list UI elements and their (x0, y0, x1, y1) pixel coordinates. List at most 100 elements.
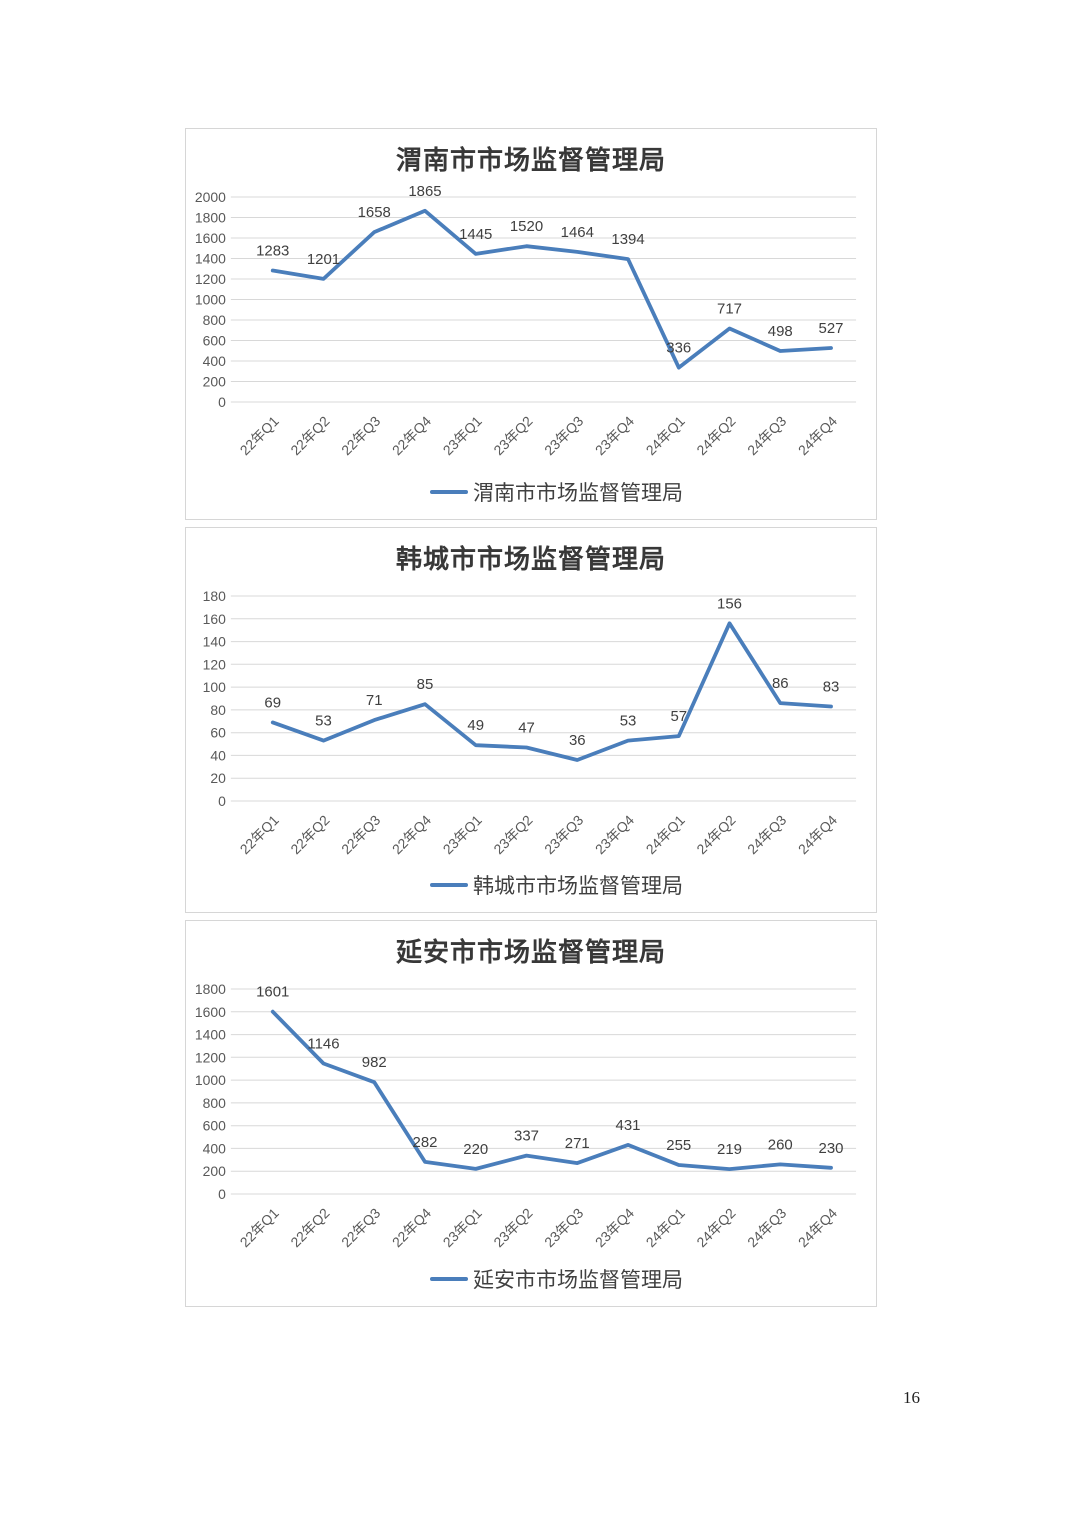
data-point-label: 1146 (307, 1035, 339, 1052)
x-axis-category-label: 23年Q4 (592, 413, 637, 459)
data-point-label: 260 (768, 1136, 793, 1153)
y-axis-tick-label: 1000 (195, 1072, 226, 1088)
data-point-label: 1865 (408, 183, 441, 200)
x-axis-category-label: 24年Q3 (744, 812, 789, 858)
x-axis-category-label: 22年Q1 (237, 413, 282, 459)
data-point-label: 1394 (611, 231, 644, 248)
legend-label: 韩城市市场监督管理局 (473, 875, 683, 898)
y-axis-tick-label: 40 (210, 747, 226, 763)
x-axis-category-label: 24年Q2 (693, 413, 738, 459)
data-point-label: 1445 (459, 226, 492, 243)
data-point-label: 337 (514, 1128, 539, 1145)
y-axis-tick-label: 600 (203, 332, 227, 348)
data-point-label: 85 (417, 676, 434, 693)
chart-box-weinan: 渭南市市场监督管理局 0 200 400 600 800 1000 1200 1400 1600… (185, 128, 877, 520)
x-axis-category-label: 22年Q2 (287, 1205, 332, 1251)
data-point-label: 1601 (256, 984, 289, 1001)
chart-title: 渭南市市场监督管理局 (395, 145, 666, 175)
y-axis-tick-label: 1600 (195, 230, 226, 246)
data-point-label: 230 (819, 1140, 844, 1157)
y-axis-tick-label: 1400 (195, 1027, 226, 1043)
legend-label: 渭南市市场监督管理局 (473, 482, 683, 505)
x-axis-category-label: 22年Q4 (389, 413, 434, 459)
chart-title: 韩城市市场监督管理局 (395, 544, 666, 574)
y-axis-tick-label: 200 (203, 373, 227, 389)
data-point-label: 982 (362, 1054, 387, 1071)
y-axis-tick-label: 20 (210, 770, 226, 786)
data-point-label: 86 (772, 675, 789, 692)
y-axis-tick-label: 1600 (195, 1004, 226, 1020)
x-axis-category-label: 24年Q2 (693, 812, 738, 858)
data-point-label: 49 (467, 717, 484, 734)
series-line (270, 208, 833, 370)
y-axis-tick-label: 60 (210, 725, 226, 741)
page-number: 16 (903, 1388, 920, 1407)
y-axis-tick-label: 400 (203, 353, 227, 369)
data-point-label: 53 (315, 713, 332, 730)
y-axis-tick-label: 2000 (195, 189, 226, 205)
legend-line-swatch (430, 490, 468, 494)
y-axis-tick-label: 120 (203, 656, 227, 672)
x-axis-category-label: 23年Q3 (541, 812, 586, 858)
data-point-label: 71 (366, 692, 383, 709)
y-axis-tick-label: 0 (218, 793, 226, 809)
y-axis-tick-label: 200 (203, 1163, 227, 1179)
legend-line-swatch (430, 883, 468, 887)
x-axis-category-label: 23年Q3 (541, 1205, 586, 1251)
y-axis-tick-label: 1000 (195, 291, 226, 307)
data-point-label: 1283 (256, 242, 289, 259)
x-axis-category-label: 22年Q4 (389, 812, 434, 858)
x-axis-category-label: 23年Q4 (592, 812, 637, 858)
legend: 渭南市市场监督管理局 (430, 477, 683, 507)
line-plot: 0 200 400 600 800 1000 1200 1400 1600 1800 2000 128… (195, 183, 857, 459)
data-point-label: 336 (666, 340, 691, 357)
series-line (270, 1009, 833, 1172)
x-axis-category-label: 23年Q2 (490, 812, 535, 858)
y-axis-tick-label: 800 (203, 1095, 227, 1111)
x-axis-category-label: 23年Q1 (440, 413, 485, 459)
legend: 延安市市场监督管理局 (430, 1264, 683, 1294)
x-axis-category-label: 24年Q1 (643, 1205, 688, 1251)
x-axis-category-label: 23年Q2 (490, 413, 535, 459)
y-axis-tick-label: 80 (210, 702, 226, 718)
y-axis-tick-label: 800 (203, 312, 227, 328)
data-point-label: 717 (717, 300, 742, 317)
y-axis-tick-label: 160 (203, 611, 227, 627)
x-axis-category-label: 23年Q1 (440, 812, 485, 858)
y-axis-tick-label: 1200 (195, 271, 226, 287)
x-axis-category-label: 24年Q3 (744, 413, 789, 459)
data-point-label: 1201 (307, 251, 340, 268)
data-point-label: 156 (717, 595, 742, 612)
y-axis-tick-label: 100 (203, 679, 227, 695)
data-point-label: 57 (670, 708, 687, 725)
legend-label: 延安市市场监督管理局 (473, 1269, 683, 1292)
line-plot: 0 20 40 60 80 100 120 140 160 180 69 22年Q1 53 22年Q2 71… (203, 588, 857, 858)
x-axis-category-label: 22年Q1 (237, 1205, 282, 1251)
data-point-label: 282 (413, 1134, 438, 1151)
x-axis-category-label: 23年Q3 (541, 413, 586, 459)
y-axis-tick-label: 1200 (195, 1049, 226, 1065)
x-axis-category-label: 24年Q4 (795, 1205, 840, 1251)
series-line (270, 621, 833, 762)
x-axis-category-label: 23年Q4 (592, 1205, 637, 1251)
x-axis-category-label: 22年Q3 (338, 413, 383, 459)
x-axis-category-label: 22年Q2 (287, 812, 332, 858)
x-axis-category-label: 22年Q4 (389, 1205, 434, 1251)
x-axis-category-label: 24年Q3 (744, 1205, 789, 1251)
data-point-label: 220 (463, 1141, 488, 1158)
legend-line-swatch (430, 1277, 468, 1281)
data-point-label: 83 (823, 678, 840, 695)
y-axis-tick-label: 180 (203, 588, 227, 604)
x-axis-category-label: 24年Q4 (795, 812, 840, 858)
chart-title: 延安市市场监督管理局 (395, 937, 666, 967)
x-axis-category-label: 24年Q4 (795, 413, 840, 459)
y-axis-tick-label: 400 (203, 1140, 227, 1156)
data-point-label: 527 (819, 320, 844, 337)
data-point-label: 271 (565, 1135, 590, 1152)
x-axis-category-label: 22年Q2 (287, 413, 332, 459)
line-plot: 0 200 400 600 800 1000 1200 1400 1600 1800 1601 22年… (195, 981, 857, 1251)
data-point-label: 1658 (358, 204, 391, 221)
data-point-label: 431 (616, 1117, 641, 1134)
data-point-label: 36 (569, 732, 586, 749)
